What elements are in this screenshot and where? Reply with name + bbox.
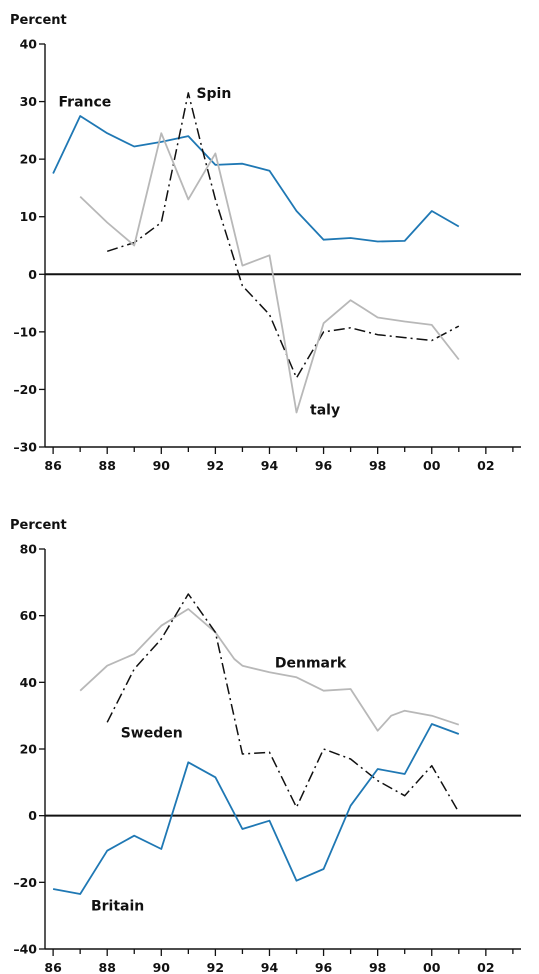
- x-tick-label: 00: [423, 960, 441, 974]
- y-tick-label: 10: [20, 209, 38, 224]
- y-tick-label: 0: [28, 267, 37, 282]
- y-tick-label: –10: [13, 324, 37, 339]
- series-label-denmark: Denmark: [275, 655, 347, 671]
- y-tick-label: 40: [20, 37, 38, 52]
- series-denmark-line: [79, 608, 460, 732]
- x-tick-label: 90: [153, 458, 171, 473]
- series-sweden-line: [106, 593, 460, 813]
- x-tick-label: 92: [207, 458, 224, 473]
- x-tick-label: 86: [44, 458, 62, 473]
- x-tick-label: 88: [99, 960, 116, 974]
- y-unit-label: Percent: [10, 518, 67, 533]
- x-tick-label: 96: [315, 458, 333, 473]
- series-label-sweden: Sweden: [121, 725, 183, 741]
- series-britain-line: [52, 723, 460, 895]
- x-tick-label: 98: [369, 960, 386, 974]
- y-tick-label: 80: [20, 542, 38, 557]
- x-tick-label: 02: [477, 960, 494, 974]
- y-tick-label: 0: [28, 808, 37, 823]
- y-unit-label: Percent: [10, 13, 67, 28]
- x-tick-label: 96: [315, 960, 333, 974]
- x-tick-label: 02: [477, 458, 494, 473]
- y-tick-label: 60: [20, 608, 38, 623]
- series-label-spin: Spin: [196, 86, 231, 102]
- x-tick-label: 94: [261, 458, 279, 473]
- series-label-britain: Britain: [91, 899, 144, 915]
- x-tick-label: 86: [44, 960, 62, 974]
- chart-1: Percent –30 –20 –10 0 10 20 30 40 86 88 90 92 94 96 98 0…: [10, 13, 521, 473]
- x-tick-label: 98: [369, 458, 386, 473]
- y-tick-label: 30: [20, 94, 38, 109]
- y-tick-label: –20: [13, 875, 37, 890]
- y-tick-label: 20: [20, 152, 38, 167]
- chart-2: Percent –40 –20 0 20 40 60 80 86 88 90 92 94 96 98 00 02…: [10, 518, 521, 974]
- x-tick-label: 88: [99, 458, 116, 473]
- series-taly-line: [79, 132, 460, 414]
- x-tick-label: 94: [261, 960, 279, 974]
- x-tick-label: 92: [207, 960, 224, 974]
- y-tick-label: 40: [20, 675, 38, 690]
- y-tick-label: 20: [20, 742, 38, 757]
- y-tick-label: –30: [13, 440, 37, 455]
- series-france-line: [52, 115, 460, 243]
- y-tick-label: –20: [13, 382, 37, 397]
- x-tick-label: 00: [423, 458, 441, 473]
- series-label-taly: taly: [310, 403, 340, 419]
- series-label-france: France: [59, 95, 112, 111]
- series-spin-line: [106, 92, 460, 379]
- y-tick-label: –40: [13, 942, 37, 957]
- x-tick-label: 90: [153, 960, 171, 974]
